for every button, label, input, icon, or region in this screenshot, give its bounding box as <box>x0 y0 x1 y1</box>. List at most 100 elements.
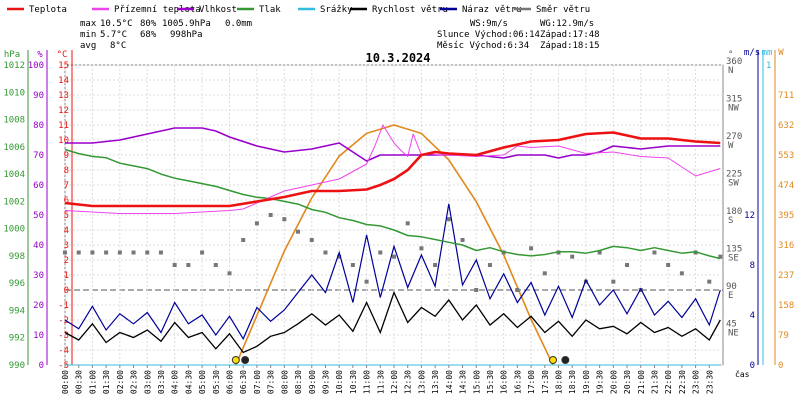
stat-min-press: 998hPa <box>170 30 203 40</box>
percent-tick-label: 30 <box>33 271 44 281</box>
direction-tick-label: N <box>728 66 733 76</box>
x-tick-label: 07:00 <box>253 370 262 394</box>
x-tick-label: 17:30 <box>541 370 550 394</box>
hpa-tick-label: 1010 <box>3 88 25 98</box>
x-tick-label: 16:00 <box>500 370 509 394</box>
plot-area <box>64 64 724 366</box>
percent-tick-label: 40 <box>33 241 44 251</box>
direction-tick-value: 135 <box>726 245 742 255</box>
celsius-tick-label: 13 <box>58 91 69 101</box>
x-tick-label: 02:00 <box>116 370 125 394</box>
wind-direction-point <box>268 213 273 217</box>
percent-tick-label: 90 <box>33 91 44 101</box>
x-tick-label: 10:30 <box>349 370 358 394</box>
wind-direction-point <box>296 229 301 234</box>
legend-label: Přízemní teplota <box>114 5 201 15</box>
solar-tick-label: 553 <box>778 151 794 161</box>
wind-direction-point <box>254 221 259 226</box>
x-tick-label: 11:30 <box>376 370 385 394</box>
series-solar-line <box>235 124 554 366</box>
wind-direction-point <box>172 263 177 267</box>
x-tick-label: 05:00 <box>198 370 207 394</box>
legend-label: Náraz větru <box>462 5 522 15</box>
solar-tick-label: 474 <box>778 181 794 191</box>
wind-direction-point <box>707 279 712 284</box>
x-axis: 00:00 00:30 01:00 01:30 02:00 02:30 03:00 03:30… <box>61 365 714 394</box>
wind-direction-point <box>213 263 218 267</box>
percent-tick-label: 70 <box>33 151 44 161</box>
series-temperature-line <box>64 131 721 208</box>
celsius-tick-label: 14 <box>58 76 69 86</box>
info-moon-set: Západ:18:15 <box>540 41 600 51</box>
wind-direction-point <box>529 246 534 251</box>
hpa-axis-unit: hPa <box>4 50 20 60</box>
celsius-tick-label: 7 <box>64 181 69 191</box>
direction-tick-value: 360 <box>726 57 742 67</box>
solar-tick-label: 711 <box>778 91 794 101</box>
celsius-tick-label: 6 <box>64 196 69 206</box>
celsius-tick-label: 4 <box>64 226 69 236</box>
hpa-tick-label: 1006 <box>3 143 25 153</box>
info-wg: WG:12.9m/s <box>540 19 594 29</box>
x-tick-label: 12:30 <box>404 370 413 394</box>
wind-direction-point <box>131 250 136 255</box>
percent-tick-label: 80 <box>33 121 44 131</box>
wind-direction-point <box>446 217 451 222</box>
x-tick-label: 21:30 <box>650 370 659 394</box>
wind-tick-label: 8 <box>750 261 755 271</box>
x-tick-label: 08:30 <box>294 370 303 394</box>
rain-axis-unit: mm <box>762 48 773 58</box>
sun-rise-marker <box>231 356 240 364</box>
solar-tick-label: 632 <box>778 121 794 131</box>
wind-direction-point <box>460 238 465 242</box>
solar-tick-label: 158 <box>778 301 794 311</box>
hpa-tick-label: 1012 <box>3 61 25 71</box>
x-tick-label: 06:00 <box>226 370 235 394</box>
stat-max-rain: 0.0mm <box>225 19 252 29</box>
x-tick-label: 02:30 <box>130 370 139 394</box>
celsius-axis-unit: °C <box>57 50 68 60</box>
stat-max-press: 1005.9hPa <box>162 19 211 29</box>
x-tick-label: 04:30 <box>184 370 193 394</box>
direction-tick-label: W <box>728 141 734 151</box>
wind-direction-point <box>117 250 122 255</box>
percent-tick-label: 50 <box>33 211 44 221</box>
x-tick-label: 19:30 <box>596 370 605 394</box>
wind-direction-point <box>405 221 410 226</box>
x-axis-label: čas <box>735 369 750 379</box>
x-tick-label: 14:00 <box>445 370 454 394</box>
wind-direction-point <box>419 246 424 251</box>
legend-label: Vlhkost <box>199 5 237 15</box>
wind-direction-point <box>611 279 616 284</box>
legend-label: Tlak <box>259 5 281 15</box>
hpa-tick-label: 1000 <box>3 225 25 235</box>
celsius-tick-label: -4 <box>58 346 69 356</box>
wind-direction-point <box>145 250 150 255</box>
solar-tick-label: 0 <box>778 361 783 371</box>
stat-max-hum: 80% <box>140 19 157 29</box>
stat-min-hum: 68% <box>140 30 157 40</box>
percent-tick-label: 100 <box>28 61 44 71</box>
direction-tick-label: SW <box>728 179 739 189</box>
x-tick-label: 04:00 <box>171 370 180 394</box>
info-sun-set: Západ:17:48 <box>540 30 600 40</box>
wind-direction-point <box>597 250 602 255</box>
legend-label: Srážky <box>320 5 353 15</box>
wind-direction-point <box>433 263 438 267</box>
x-tick-label: 06:30 <box>239 370 248 394</box>
legend-label: Směr větru <box>536 5 590 15</box>
wind-axis-unit: m/s <box>744 48 760 58</box>
wind-direction-point <box>63 250 67 255</box>
x-tick-label: 00:00 <box>61 370 70 394</box>
direction-tick-value: 180 <box>726 207 742 217</box>
stats-block: max 10.5°C 80% 1005.9hPa 0.0mm min 5.7°C… <box>80 19 252 51</box>
celsius-tick-label: 5 <box>64 211 69 221</box>
wind-direction-point <box>666 263 671 267</box>
series-ground-temp-line <box>64 124 721 214</box>
celsius-tick-label: -5 <box>58 361 69 371</box>
wind-direction-point <box>364 279 369 284</box>
axes: hPa9909929949969981000100210041006100810… <box>3 48 794 371</box>
direction-tick-value: 270 <box>726 132 742 142</box>
x-tick-label: 09:00 <box>308 370 317 394</box>
